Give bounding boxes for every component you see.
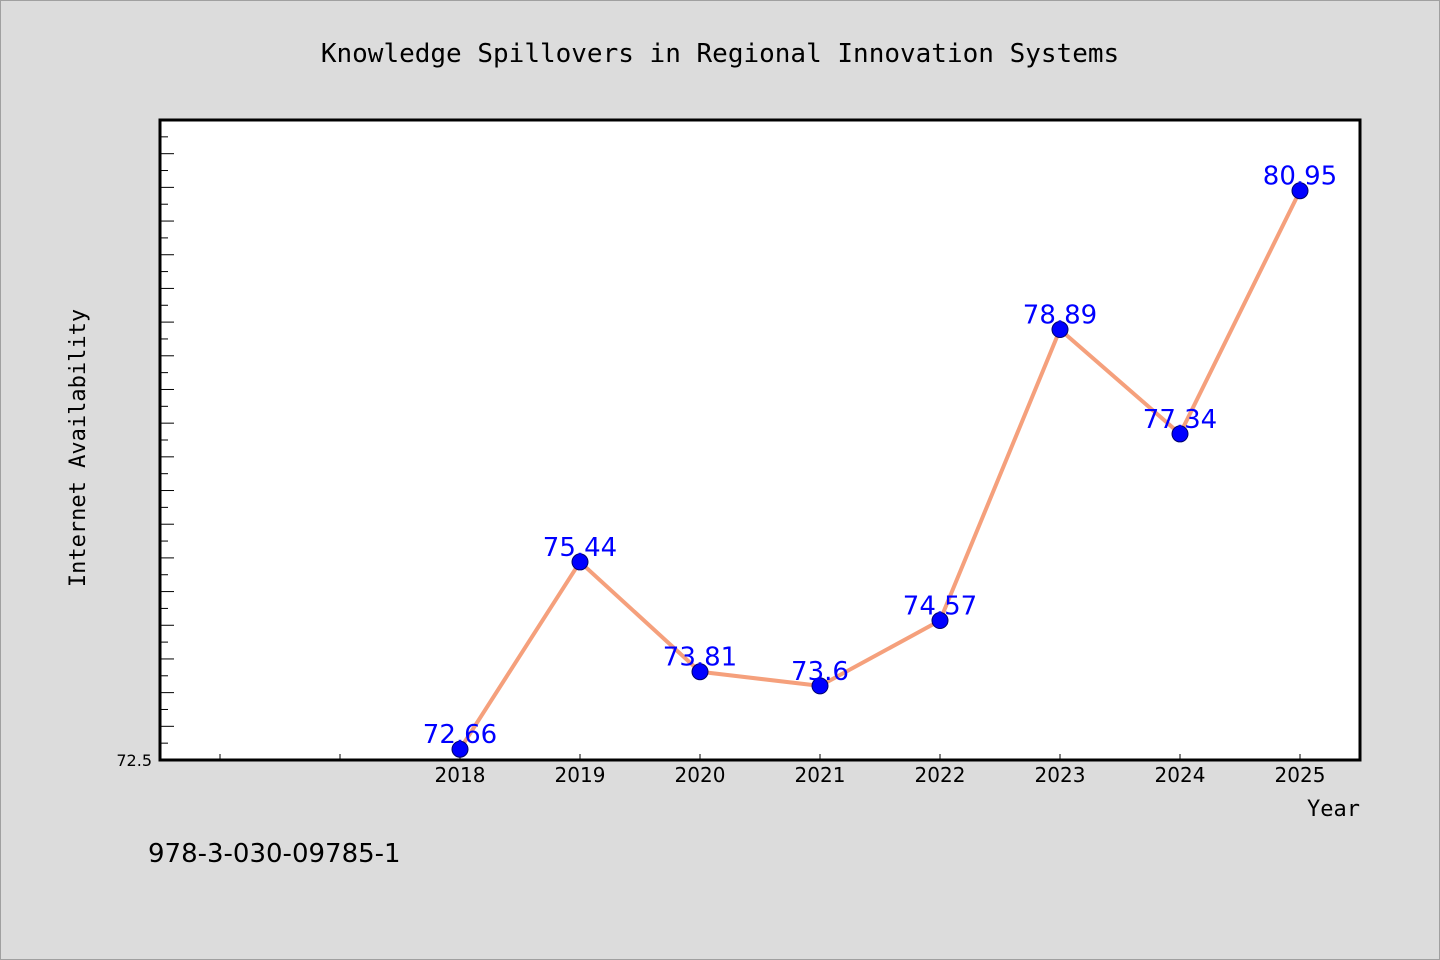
x-tick-label: 2018 — [435, 763, 486, 787]
footer-isbn: 978-3-030-09785-1 — [148, 839, 401, 869]
x-tick-label: 2023 — [1035, 763, 1086, 787]
data-label: 74.57 — [903, 592, 977, 622]
x-axis-ticks: 2018 2019 2020 2021 2022 2023 2024 2025 — [219, 754, 1326, 787]
data-point — [1051, 321, 1069, 339]
data-point — [811, 677, 829, 695]
y-axis-ticks — [160, 119, 174, 761]
data-label: 73.81 — [663, 643, 737, 673]
chart-title: Knowledge Spillovers in Regional Innovat… — [321, 39, 1119, 69]
y-axis-label: Internet Availability — [66, 309, 91, 587]
data-point — [571, 553, 589, 571]
data-point — [451, 740, 469, 758]
data-label: 77.34 — [1143, 405, 1217, 435]
data-point — [691, 663, 709, 681]
data-label: 72.66 — [423, 720, 497, 750]
plot-area — [158, 118, 1362, 762]
x-axis-label: Year — [1307, 797, 1360, 822]
y-tick-label: 72.5 — [116, 751, 152, 770]
series-layer — [451, 182, 1309, 758]
data-label: 80.95 — [1263, 162, 1337, 192]
data-point — [1291, 182, 1309, 200]
x-tick-label: 2019 — [555, 763, 606, 787]
x-tick-label: 2022 — [915, 763, 966, 787]
data-label: 78.89 — [1023, 301, 1097, 331]
data-label: 75.44 — [543, 533, 617, 563]
series-line — [458, 189, 1302, 751]
x-tick-label: 2021 — [795, 763, 846, 787]
data-point — [1171, 425, 1189, 443]
data-point — [931, 612, 949, 630]
x-tick-label: 2024 — [1155, 763, 1206, 787]
data-label: 73.6 — [791, 657, 849, 687]
x-tick-label: 2025 — [1275, 763, 1326, 787]
x-tick-label: 2020 — [675, 763, 726, 787]
data-label-layer: 72.66 75.44 73.81 73.6 74.57 78.89 77.34 80.95 — [423, 162, 1337, 750]
